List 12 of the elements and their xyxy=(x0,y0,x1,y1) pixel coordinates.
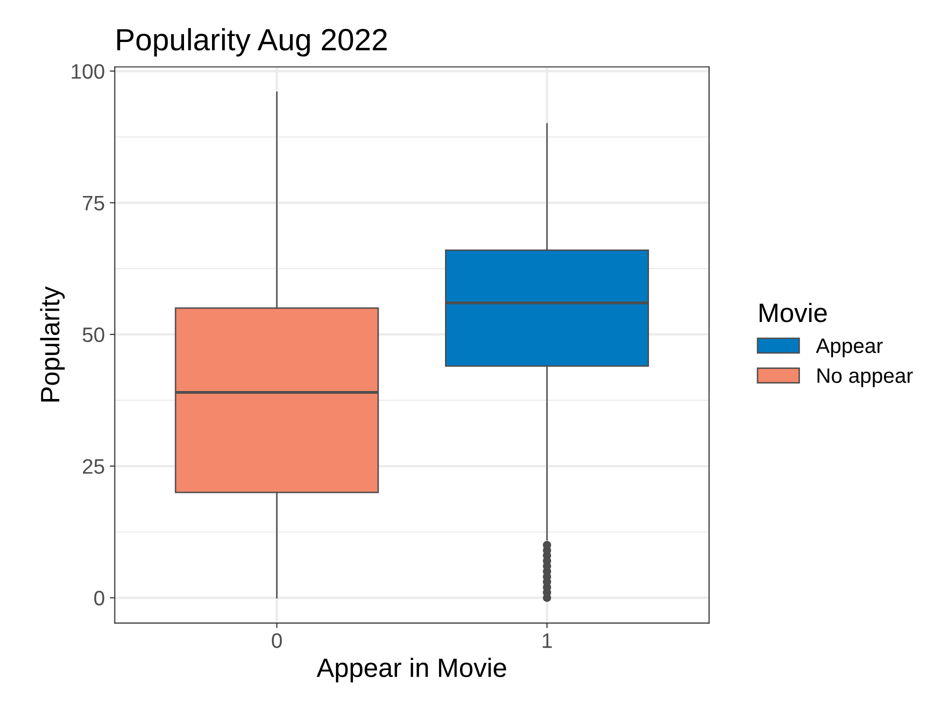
legend-title: Movie xyxy=(760,302,827,322)
y-tick-label: 100 xyxy=(72,64,104,79)
legend-label: Appear xyxy=(816,338,883,358)
y-tick-label: 50 xyxy=(82,327,104,342)
chart-title: Popularity Aug 2022 xyxy=(117,28,387,57)
x-tick-label: 1 xyxy=(542,634,552,648)
y-axis-title: Popularity xyxy=(40,286,65,402)
y-tick-label: 75 xyxy=(82,196,104,211)
y-tick-label: 0 xyxy=(94,590,104,606)
legend-label: No appear xyxy=(818,368,913,388)
x-axis-title: Appear in Movie xyxy=(316,658,506,682)
y-tick-label: 25 xyxy=(82,459,104,474)
